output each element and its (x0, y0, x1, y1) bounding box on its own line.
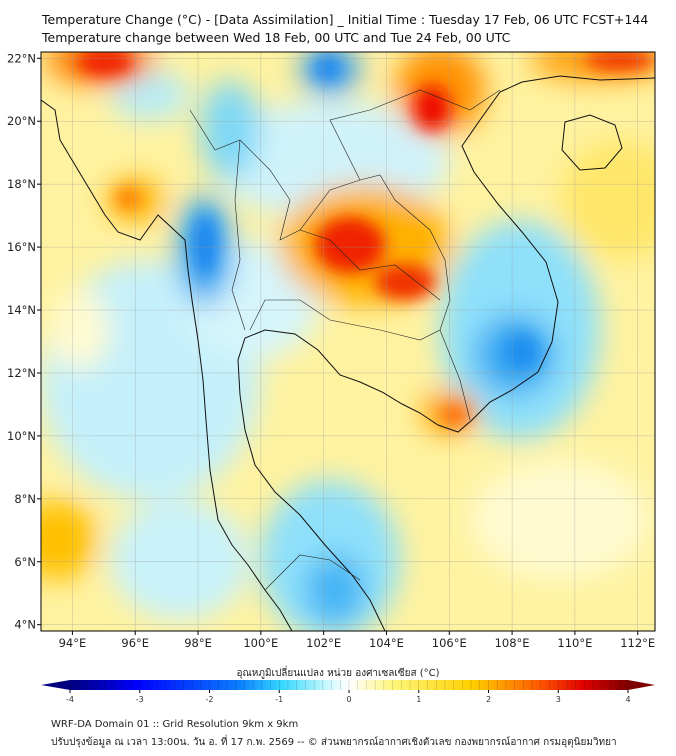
longitude-labels: 94°E 96°E 98°E 100°E 102°E 104°E 106°E 108°E 110… (59, 631, 655, 650)
lat-label: 22°N (7, 51, 36, 65)
lat-label: 12°N (7, 366, 36, 380)
colorbar-tick-label: -4 (66, 695, 74, 704)
latitude-labels: 22°N 20°N 18°N 16°N 14°N 12°N 10°N 8°N 6°N 4°N (7, 51, 41, 632)
lon-label: 106°E (432, 636, 467, 650)
colorbar-tick-label: 2 (486, 695, 491, 704)
map-frame (40, 51, 656, 632)
colorbar-tick-label: -3 (136, 695, 144, 704)
lat-label: 20°N (7, 114, 36, 128)
lon-label: 94°E (59, 636, 87, 650)
colorbar-max-arrow (628, 680, 655, 690)
colorbar-tick-label: 4 (625, 695, 630, 704)
model-info: WRF-DA Domain 01 :: Grid Resolution 9km … (51, 719, 299, 730)
colorbar-tick-label: 1 (416, 695, 421, 704)
update-info: ปรับปรุงข้อมูล ณ เวลา 13:00น. วัน อ. ที่… (51, 737, 617, 748)
map-title: Temperature Change (°C) - [Data Assimila… (42, 12, 649, 27)
lon-label: 110°E (557, 636, 592, 650)
lon-label: 104°E (369, 636, 404, 650)
colorbar-tick-label: -2 (206, 695, 214, 704)
lon-label: 98°E (184, 636, 212, 650)
colorbar-tick-label: 0 (346, 695, 351, 704)
lon-label: 108°E (495, 636, 530, 650)
lat-label: 6°N (14, 555, 36, 569)
lat-label: 16°N (7, 240, 36, 254)
lat-label: 4°N (14, 618, 36, 632)
coastlines (41, 75, 655, 631)
colorbar-min-arrow (41, 680, 70, 690)
lon-label: 96°E (121, 636, 149, 650)
lat-label: 14°N (7, 303, 36, 317)
lon-label: 112°E (620, 636, 655, 650)
colorbar-tick-label: -1 (275, 695, 283, 704)
lat-label: 18°N (7, 177, 36, 191)
lat-label: 10°N (7, 429, 36, 443)
colorbar-tick-label: 3 (556, 695, 561, 704)
colorbar-title: อุณหภูมิเปลี่ยนแปลง หน่วย องศาเซลเซียส (… (236, 668, 440, 679)
lon-label: 102°E (306, 636, 341, 650)
lat-label: 8°N (14, 492, 36, 506)
borders (189, 89, 501, 591)
temperature-field (41, 52, 655, 631)
colorbar-gradient (70, 680, 628, 690)
colorbar: -4 -3 -2 -1 0 1 2 3 4 (41, 680, 655, 704)
map-subtitle: Temperature change between Wed 18 Feb, 0… (42, 30, 511, 45)
lon-label: 100°E (243, 636, 278, 650)
